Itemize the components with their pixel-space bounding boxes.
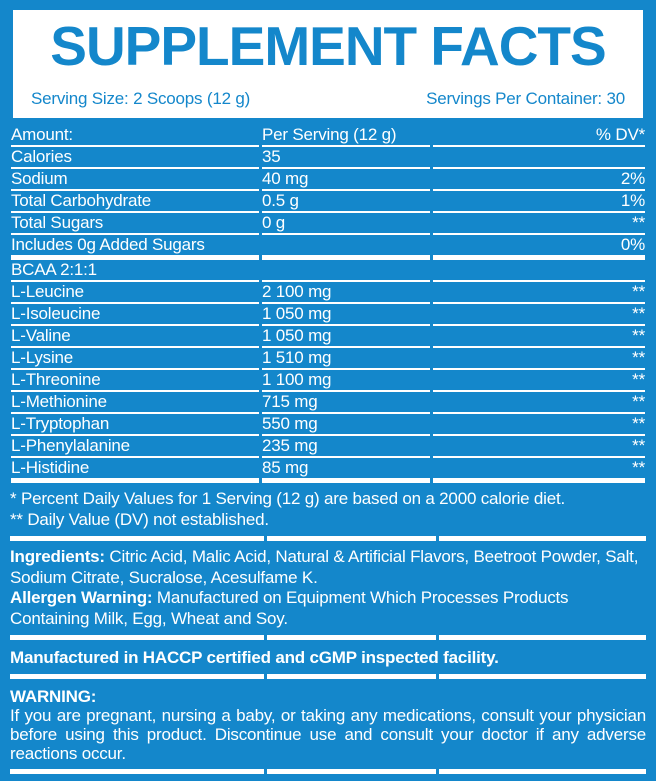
nutrient-name: Sodium — [11, 169, 259, 191]
nutrient-name: L-Valine — [11, 326, 259, 348]
serving-row: Serving Size: 2 Scoops (12 g) Servings P… — [31, 89, 625, 109]
col-header-dv: % DV* — [433, 125, 645, 147]
section-divider — [10, 536, 646, 541]
nutrient-dv — [433, 260, 645, 282]
section-divider — [10, 674, 646, 679]
table-row: Includes 0g Added Sugars 0% — [11, 235, 645, 260]
table-row: Sodium 40 mg 2% — [11, 169, 645, 191]
nutrient-amount: 0 g — [262, 213, 430, 235]
footnote-daily-values: * Percent Daily Values for 1 Serving (12… — [10, 489, 566, 508]
nutrient-amount: 1 050 mg — [262, 326, 430, 348]
allergen-label: Allergen Warning: — [10, 588, 153, 607]
nutrient-dv: ** — [433, 436, 645, 458]
servings-per-container: Servings Per Container: 30 — [426, 89, 625, 108]
serving-size: Serving Size: 2 Scoops (12 g) — [31, 89, 251, 108]
nutrient-dv: ** — [433, 304, 645, 326]
nutrient-name: Includes 0g Added Sugars — [11, 235, 259, 260]
nutrient-dv: ** — [433, 348, 645, 370]
nutrient-name: Total Sugars — [11, 213, 259, 235]
table-row: L-Isoleucine 1 050 mg ** — [11, 304, 645, 326]
nutrient-amount: 40 mg — [262, 169, 430, 191]
table-row: Total Carbohydrate 0.5 g 1% — [11, 191, 645, 213]
warning-label: WARNING: — [10, 687, 97, 706]
table-row: L-Histidine 85 mg ** — [11, 458, 645, 483]
table-row: L-Methionine 715 mg ** — [11, 392, 645, 414]
nutrient-name: BCAA 2:1:1 — [11, 260, 259, 282]
table-row: L-Lysine 1 510 mg ** — [11, 348, 645, 370]
ingredients-paragraph: Ingredients: Citric Acid, Malic Acid, Na… — [10, 547, 646, 588]
facts-table: Amount: Per Serving (12 g) % DV* Calorie… — [8, 125, 648, 483]
col-header-amount: Amount: — [11, 125, 259, 147]
nutrient-amount: 1 100 mg — [262, 370, 430, 392]
nutrient-name: L-Lysine — [11, 348, 259, 370]
nutrient-amount: 1 050 mg — [262, 304, 430, 326]
ingredients-label: Ingredients: — [10, 547, 105, 566]
nutrient-amount: 1 510 mg — [262, 348, 430, 370]
ingredients-text: Citric Acid, Malic Acid, Natural & Artif… — [10, 547, 639, 587]
nutrient-name: Total Carbohydrate — [11, 191, 259, 213]
section-divider — [10, 635, 646, 640]
allergen-text: Manufactured on Equipment Which Processe… — [10, 588, 569, 628]
footnote-not-established: ** Daily Value (DV) not established. — [10, 510, 269, 529]
nutrient-name: L-Threonine — [11, 370, 259, 392]
nutrient-amount: 85 mg — [262, 458, 430, 483]
footnotes: * Percent Daily Values for 1 Serving (12… — [10, 488, 646, 530]
table-row: L-Leucine 2 100 mg ** — [11, 282, 645, 304]
table-header-row: Amount: Per Serving (12 g) % DV* — [11, 125, 645, 147]
nutrient-amount: 715 mg — [262, 392, 430, 414]
nutrient-dv: 1% — [433, 191, 645, 213]
nutrient-dv: ** — [433, 458, 645, 483]
nutrient-dv: ** — [433, 326, 645, 348]
nutrient-dv: ** — [433, 370, 645, 392]
table-row: L-Phenylalanine 235 mg ** — [11, 436, 645, 458]
nutrient-name: L-Tryptophan — [11, 414, 259, 436]
ingredients-allergen-block: Ingredients: Citric Acid, Malic Acid, Na… — [10, 547, 646, 629]
facility-statement: Manufactured in HACCP certified and cGMP… — [10, 648, 499, 667]
nutrient-dv: 0% — [433, 235, 645, 260]
allergen-paragraph: Allergen Warning: Manufactured on Equipm… — [10, 588, 646, 629]
table-row: L-Valine 1 050 mg ** — [11, 326, 645, 348]
nutrient-amount: 235 mg — [262, 436, 430, 458]
table-row-section-bcaa: BCAA 2:1:1 — [11, 260, 645, 282]
nutrient-dv — [433, 147, 645, 169]
nutrient-amount: 2 100 mg — [262, 282, 430, 304]
panel-title: SUPPLEMENT FACTS — [50, 15, 606, 77]
table-row: Total Sugars 0 g ** — [11, 213, 645, 235]
section-divider — [10, 769, 646, 774]
table-row: L-Threonine 1 100 mg ** — [11, 370, 645, 392]
nutrient-name: L-Histidine — [11, 458, 259, 483]
nutrient-dv: ** — [433, 392, 645, 414]
nutrient-amount — [262, 260, 430, 282]
nutrient-dv: ** — [433, 213, 645, 235]
nutrient-amount: 35 — [262, 147, 430, 169]
nutrient-amount: 0.5 g — [262, 191, 430, 213]
warning-text: If you are pregnant, nursing a baby, or … — [10, 706, 646, 763]
nutrient-name: L-Leucine — [11, 282, 259, 304]
nutrient-name: L-Isoleucine — [11, 304, 259, 326]
nutrient-amount — [262, 235, 430, 260]
nutrient-dv: 2% — [433, 169, 645, 191]
col-header-per-serving: Per Serving (12 g) — [262, 125, 430, 147]
header-box: SUPPLEMENT FACTS Serving Size: 2 Scoops … — [13, 10, 643, 118]
table-row: Calories 35 — [11, 147, 645, 169]
nutrient-amount: 550 mg — [262, 414, 430, 436]
nutrient-dv: ** — [433, 282, 645, 304]
warning-section: WARNING: If you are pregnant, nursing a … — [10, 687, 646, 763]
nutrient-name: L-Phenylalanine — [11, 436, 259, 458]
nutrient-name: Calories — [11, 147, 259, 169]
nutrient-name: L-Methionine — [11, 392, 259, 414]
table-row: L-Tryptophan 550 mg ** — [11, 414, 645, 436]
nutrient-dv: ** — [433, 414, 645, 436]
